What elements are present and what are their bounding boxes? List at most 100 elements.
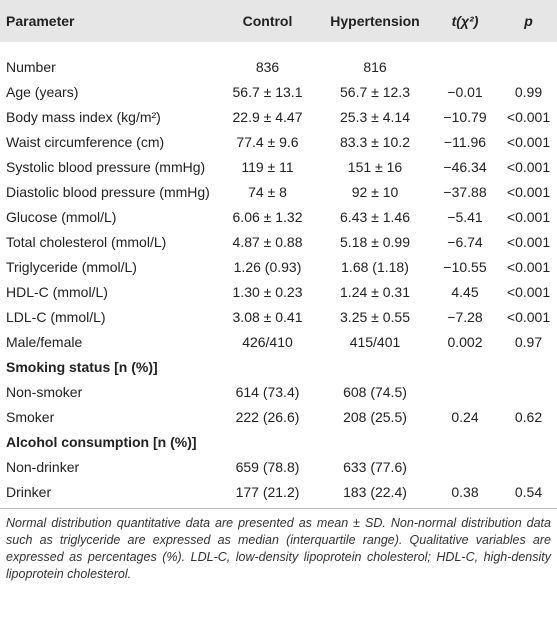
table-container: Parameter Control Hypertension t(χ²) p Numbe… [0, 0, 557, 581]
row-label: Body mass index (kg/m²) [6, 108, 161, 125]
table-row: Non-drinker 659 (78.8) 633 (77.6) [0, 454, 557, 479]
table-cell: 222 (26.6) [235, 408, 300, 425]
table-cell: 0.54 [514, 483, 543, 500]
table-row: Non-smoker 614 (73.4) 608 (74.5) [0, 379, 557, 404]
row-label: Glucose (mmol/L) [6, 208, 117, 225]
table-cell: 151 ± 16 [347, 158, 403, 175]
table-cell: 56.7 ± 13.1 [232, 83, 303, 100]
table-row: Alcohol consumption [n (%)] [0, 429, 557, 454]
table-cell: 836 [255, 58, 280, 75]
table-cell: 3.08 ± 0.41 [232, 308, 303, 325]
table-row: Smoking status [n (%)] [0, 354, 557, 379]
table-cell: 816 [363, 58, 387, 75]
table-cell: <0.001 [506, 158, 551, 175]
data-table: Parameter Control Hypertension t(χ²) p Numbe… [0, 0, 557, 504]
table-cell: 0.24 [451, 408, 479, 425]
table-row: Total cholesterol (mmol/L) 4.87 ± 0.88 5.1… [0, 229, 557, 254]
row-label: Systolic blood pressure (mmHg) [6, 158, 206, 175]
table-cell: 183 (22.4) [343, 483, 407, 500]
table-cell: 6.43 ± 1.46 [340, 208, 410, 225]
table-cell: −11.96 [443, 133, 487, 150]
table-cell: 74 ± 8 [248, 183, 287, 200]
table-cell: 92 ± 10 [351, 183, 399, 200]
table-cell: 0.99 [514, 83, 543, 100]
row-label: Number [6, 58, 56, 75]
table-row: Glucose (mmol/L) 6.06 ± 1.32 6.43 ± 1.46 −5… [0, 204, 557, 229]
table-cell: 614 (73.4) [235, 383, 300, 400]
empty-cell [430, 379, 500, 404]
table-cell: −37.88 [443, 183, 487, 200]
section-heading: Smoking status [n (%)] [6, 358, 158, 375]
empty-cell [430, 454, 500, 479]
row-label: LDL-C (mmol/L) [6, 308, 106, 325]
table-cell: −10.79 [443, 108, 487, 125]
table-cell: <0.001 [506, 208, 551, 225]
table-cell: 415/401 [349, 333, 401, 350]
row-label: Triglyceride (mmol/L) [6, 258, 137, 275]
row-label: Age (years) [6, 83, 79, 100]
table-cell: 426/410 [242, 333, 293, 350]
table-cell: 22.9 ± 4.47 [232, 108, 303, 125]
table-body: Number 836 816 Age (years) 56.7 ± 13.1 56.7 ±… [0, 42, 557, 504]
table-cell: 1.30 ± 0.23 [232, 283, 303, 300]
table-row: HDL-C (mmol/L) 1.30 ± 0.23 1.24 ± 0.31 4.45… [0, 279, 557, 304]
section-heading: Alcohol consumption [n (%)] [6, 433, 197, 450]
table-row: Diastolic blood pressure (mmHg) 74 ± 8 92 … [0, 179, 557, 204]
empty-cell [500, 42, 557, 79]
table-header: Parameter Control Hypertension t(χ²) p [0, 0, 557, 42]
table-cell: −7.28 [447, 308, 483, 325]
table-cell: 1.68 (1.18) [341, 258, 409, 275]
table-row: Drinker 177 (21.2) 183 (22.4) 0.38 0.54 [0, 479, 557, 504]
row-label: Waist circumference (cm) [6, 133, 165, 150]
row-label: Male/female [6, 333, 83, 350]
column-header: Control [215, 0, 320, 42]
table-cell: <0.001 [506, 133, 551, 150]
table-cell: <0.001 [506, 258, 551, 275]
table-cell: 608 (74.5) [343, 383, 407, 400]
table-row: LDL-C (mmol/L) 3.08 ± 0.41 3.25 ± 0.55 −7.2… [0, 304, 557, 329]
row-label: Total cholesterol (mmol/L) [6, 233, 167, 250]
table-cell: 83.3 ± 10.2 [340, 133, 410, 150]
table-cell: 5.18 ± 0.99 [340, 233, 410, 250]
table-cell: −0.01 [447, 83, 483, 100]
table-cell: 177 (21.2) [235, 483, 300, 500]
empty-cell [500, 454, 557, 479]
table-row: Triglyceride (mmol/L) 1.26 (0.93) 1.68 (1.… [0, 254, 557, 279]
table-cell: 0.38 [451, 483, 479, 500]
empty-cell [430, 42, 500, 79]
table-row: Waist circumference (cm) 77.4 ± 9.6 83.3 ±… [0, 129, 557, 154]
table-cell: −46.34 [443, 158, 487, 175]
table-cell: 208 (25.5) [343, 408, 407, 425]
table-cell: <0.001 [506, 108, 551, 125]
table-cell: 77.4 ± 9.6 [236, 133, 299, 150]
table-cell: 1.24 ± 0.31 [340, 283, 410, 300]
table-row: Smoker 222 (26.6) 208 (25.5) 0.24 0.62 [0, 404, 557, 429]
column-header: p [500, 0, 557, 42]
table-row: Number 836 816 [0, 42, 557, 79]
column-header: t(χ²) [430, 0, 500, 42]
table-cell: −5.41 [447, 208, 483, 225]
row-label: Smoker [6, 408, 55, 425]
table-row: Age (years) 56.7 ± 13.1 56.7 ± 12.3 −0.01 0.… [0, 79, 557, 104]
empty-cell [500, 379, 557, 404]
table-cell: 0.62 [514, 408, 543, 425]
table-cell: 633 (77.6) [343, 458, 407, 475]
column-header: Parameter [0, 0, 215, 42]
row-label: Diastolic blood pressure (mmHg) [6, 183, 210, 200]
table-cell: 0.97 [514, 333, 543, 350]
table-cell: 119 ± 11 [241, 158, 294, 175]
table-cell: 25.3 ± 4.14 [340, 108, 410, 125]
row-label: HDL-C (mmol/L) [6, 283, 108, 300]
table-cell: 4.87 ± 0.88 [232, 233, 303, 250]
table-cell: 3.25 ± 0.55 [340, 308, 410, 325]
table-cell: −10.55 [443, 258, 487, 275]
row-label: Non-smoker [6, 383, 83, 400]
row-label: Non-drinker [6, 458, 80, 475]
table-cell: 1.26 (0.93) [233, 258, 302, 275]
table-cell: <0.001 [506, 283, 551, 300]
table-cell: <0.001 [506, 308, 551, 325]
table-cell: 56.7 ± 12.3 [340, 83, 410, 100]
table-cell: <0.001 [506, 183, 551, 200]
table-cell: −6.74 [447, 233, 483, 250]
